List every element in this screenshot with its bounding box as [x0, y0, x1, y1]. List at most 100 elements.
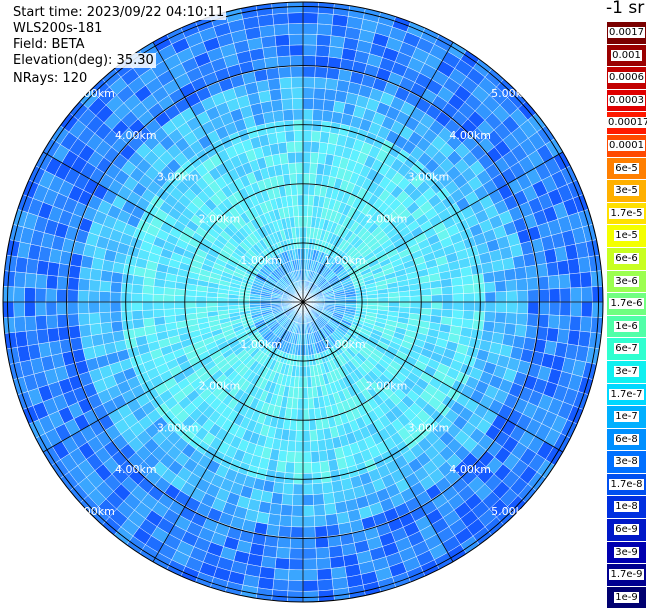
ppi-gate	[377, 297, 389, 303]
ppi-gate	[462, 283, 475, 294]
ppi-gate	[310, 151, 319, 164]
ppi-gate	[440, 278, 453, 288]
ppi-gate	[399, 301, 411, 308]
ppi-gate	[296, 419, 304, 431]
ppi-gate	[325, 513, 339, 526]
colorbar-swatch: 1e-6	[607, 315, 646, 339]
ppi-gate	[527, 289, 539, 303]
ppi-gate	[272, 481, 285, 495]
ppi-gate	[324, 502, 337, 516]
ppi-gate	[580, 301, 593, 318]
ppi-gate	[388, 301, 400, 308]
ppi-gate	[152, 309, 165, 318]
ppi-gate	[45, 274, 59, 290]
colorbar-label: 1e-6	[614, 320, 639, 332]
ppi-gate	[317, 12, 334, 26]
ppi-gate	[109, 301, 122, 313]
ppi-gate	[399, 296, 411, 303]
ppi-gate	[409, 301, 422, 309]
ppi-gate	[302, 419, 310, 431]
ring-label: 2.00km	[199, 212, 241, 225]
ppi-gate	[288, 33, 304, 46]
ppi-gate	[461, 274, 474, 286]
colorbar-label: 3e-9	[614, 546, 639, 558]
ppi-gate	[291, 76, 304, 89]
ppi-gate	[431, 301, 443, 310]
ppi-gate	[316, 557, 332, 570]
ppi-gate	[334, 500, 348, 514]
ppi-gate	[297, 398, 304, 410]
ppi-gate	[289, 173, 298, 186]
ppi-gate	[259, 566, 276, 580]
ppi-gate	[15, 330, 29, 348]
ppi-gate	[302, 569, 318, 581]
ppi-gate	[302, 376, 308, 388]
ppi-gate	[302, 344, 307, 356]
colorbar-label: 6e-8	[614, 433, 639, 445]
ppi-gate	[289, 44, 304, 57]
ppi-gate	[558, 273, 571, 289]
nrays: NRays: 120	[11, 71, 90, 86]
ppi-gate	[163, 294, 175, 303]
ppi-gate	[269, 88, 282, 102]
ppi-gate	[131, 310, 144, 321]
ppi-gate	[88, 312, 101, 325]
ppi-gate	[310, 141, 321, 154]
ppi-gate	[289, 537, 304, 549]
colorbar-swatch: 0.001	[607, 44, 646, 68]
ppi-gate	[249, 301, 261, 306]
ppi-gate	[298, 216, 304, 228]
ppi-gate	[314, 66, 328, 79]
ppi-gate	[483, 311, 496, 323]
ppi-gate	[217, 305, 229, 312]
ring-label: 2.00km	[199, 380, 241, 393]
ppi-gate	[345, 298, 357, 303]
ppi-gate	[569, 315, 582, 332]
ppi-gate	[217, 301, 229, 307]
ppi-gate	[67, 301, 79, 315]
ppi-gate	[307, 387, 314, 399]
ppi-gate	[319, 460, 331, 473]
ppi-gate	[332, 490, 346, 504]
ppi-gate	[278, 525, 292, 538]
colorbar-swatch: 1e-8	[607, 496, 646, 520]
ppi-gate	[34, 287, 47, 303]
ppi-gate	[309, 429, 318, 442]
ring-label: 2.00km	[366, 380, 408, 393]
ppi-gate	[503, 268, 517, 281]
ppi-gate	[302, 87, 315, 99]
field-name: Field: BETA	[11, 37, 87, 52]
ppi-gate	[302, 12, 319, 25]
ppi-gate	[13, 301, 26, 318]
ppi-gate	[556, 259, 570, 276]
ppi-gate	[79, 324, 92, 338]
ppi-gate	[292, 98, 304, 110]
ppi-gate	[302, 440, 312, 453]
colorbar-label: 0.0003	[608, 94, 645, 106]
ring-label: 4.00km	[449, 129, 491, 142]
ppi-gate	[36, 328, 50, 345]
ppi-gate	[302, 590, 319, 603]
ppi-gate	[580, 286, 593, 303]
ppi-gate	[331, 14, 349, 28]
ppi-gate	[258, 90, 272, 104]
ppi-gate	[288, 558, 304, 571]
ppi-gate	[282, 109, 294, 122]
ppi-gate	[281, 98, 294, 111]
ppi-gate	[493, 321, 506, 335]
ppi-gate	[482, 271, 496, 284]
ppi-gate	[326, 67, 341, 80]
ppi-gate	[546, 327, 559, 343]
ppi-gate	[547, 314, 561, 330]
ppi-gate	[25, 258, 39, 275]
ppi-gate	[293, 216, 300, 228]
ppi-gate	[262, 46, 278, 59]
ppi-gate	[505, 279, 518, 292]
ppi-gate	[302, 130, 313, 142]
ppi-gate	[527, 301, 539, 315]
ppi-gate	[311, 461, 322, 474]
ppi-gate	[280, 504, 293, 517]
ppi-gate	[131, 283, 144, 294]
ppi-gate	[441, 309, 454, 318]
ppi-gate	[47, 327, 60, 343]
